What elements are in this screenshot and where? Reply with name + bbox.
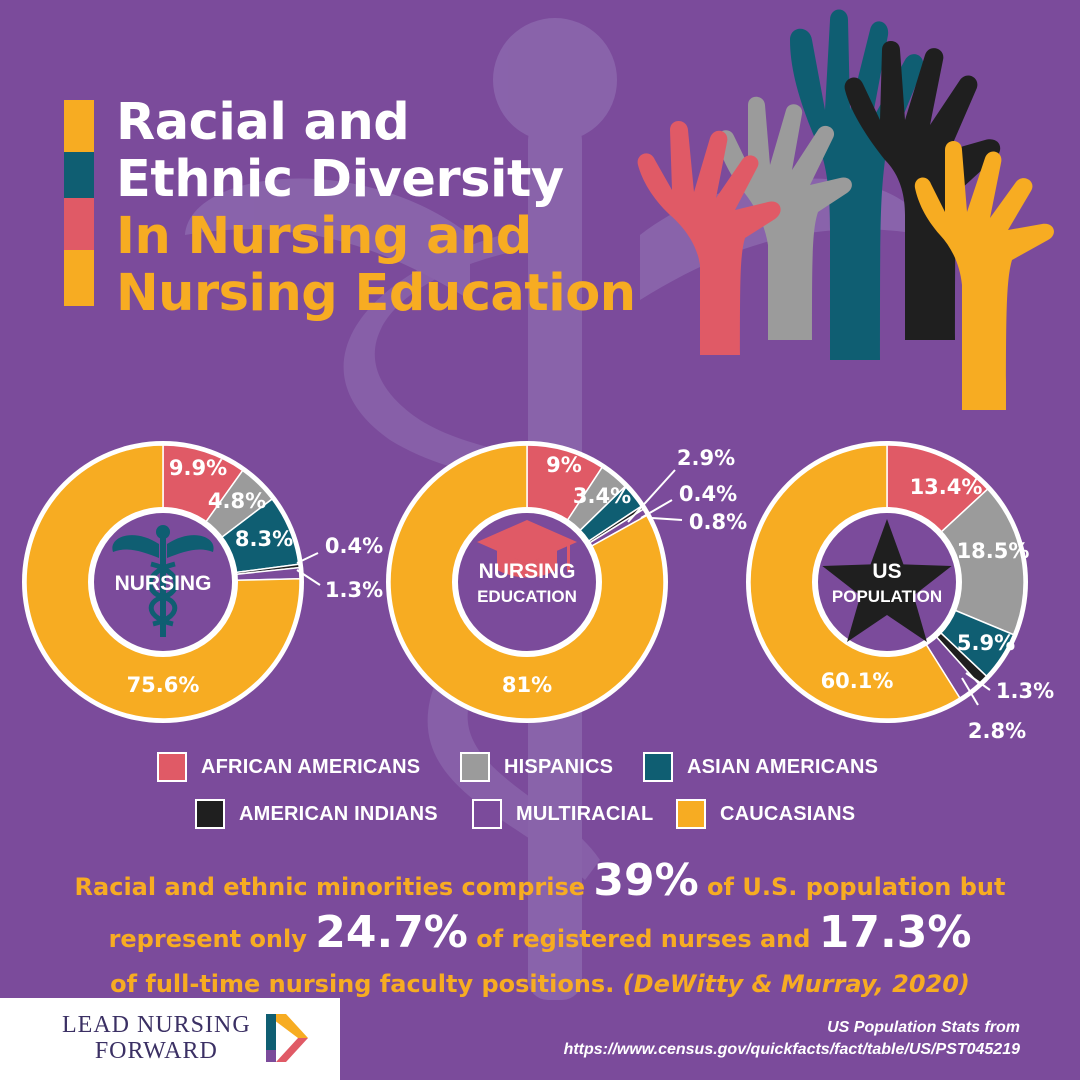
leader-line-asian-americans: [627, 469, 676, 523]
statement-citation: (DeWitty & Murray, 2020): [622, 970, 970, 998]
value-label-african-americans: 9.9%: [169, 456, 227, 480]
legend-swatch: [643, 752, 673, 782]
center-label-line-1: NURSING: [479, 560, 576, 583]
statement-text-2: of U.S. population but: [698, 873, 1006, 901]
title-bar-red: [64, 198, 94, 250]
leader-line-american-indians: [296, 552, 319, 564]
value-label-caucasians: 60.1%: [821, 669, 894, 693]
source-note: US Population Stats from https://www.cen…: [564, 1017, 1020, 1061]
title-bar-yellow-bottom: [64, 250, 94, 306]
title-bar-yellow-top: [64, 100, 94, 152]
center-label-line-2: POPULATION: [832, 587, 942, 606]
value-label-multiracial: 2.8%: [968, 719, 1026, 743]
value-label-asian-americans: 8.3%: [235, 527, 293, 551]
value-label-asian-americans: 5.9%: [957, 631, 1015, 655]
title-line-2: Ethnic Diversity: [116, 150, 564, 209]
statement-stat-17-3: 17.3%: [818, 907, 972, 958]
legend-swatch: [472, 799, 502, 829]
legend-label: MULTIRACIAL: [516, 802, 654, 825]
legend-label: AFRICAN AMERICANS: [201, 755, 421, 778]
caduceus-icon: [112, 525, 214, 637]
summary-statement: Racial and ethnic minorities comprise 39…: [30, 858, 1050, 1007]
legend-swatch: [460, 752, 490, 782]
value-label-american-indians: 0.4%: [325, 534, 383, 558]
legend-item-caucasians: CAUCASIANS: [676, 797, 855, 831]
legend-item-multiracial: MULTIRACIAL: [472, 797, 653, 831]
star-icon: [822, 519, 952, 643]
legend-item-american-indians: AMERICAN INDIANS: [195, 797, 438, 831]
value-label-american-indians: 1.3%: [996, 679, 1054, 703]
logo-panel: [0, 998, 340, 1080]
page-title: Racial and Ethnic Diversity In Nursing a…: [116, 94, 636, 322]
source-line-1: US Population Stats from: [827, 1019, 1020, 1036]
leader-line-multiracial: [961, 677, 979, 706]
leader-line-multiracial: [651, 517, 683, 521]
leader-line-american-indians: [640, 499, 673, 519]
value-label-multiracial: 0.8%: [689, 510, 747, 534]
hand-yellow: [914, 141, 1054, 410]
legend-label: AMERICAN INDIANS: [239, 802, 438, 825]
statement-stat-24-7: 24.7%: [315, 907, 468, 958]
statement-text-3: represent only: [108, 925, 316, 953]
source-line-2: https://www.census.gov/quickfacts/fact/t…: [563, 1041, 1020, 1058]
value-label-asian-americans: 2.9%: [677, 446, 735, 470]
logo-line-1: LEAD NURSING: [62, 1012, 251, 1038]
legend-swatch: [676, 799, 706, 829]
lead-nursing-forward-logo-icon: [266, 1014, 308, 1062]
title-line-1: Racial and: [116, 93, 410, 152]
legend-label: HISPANICS: [504, 755, 614, 778]
legend-label: CAUCASIANS: [720, 802, 856, 825]
value-label-caucasians: 81%: [502, 673, 552, 697]
value-label-african-americans: 13.4%: [910, 475, 983, 499]
legend-item-hispanics: HISPANICS: [460, 750, 613, 784]
donut-chart-2: NURSING EDUCATION 9% 3.4% 2.9% 0.4% 0.8% 81%: [386, 441, 747, 723]
raised-hands-illustration: [637, 9, 1054, 410]
graduation-cap-icon: [477, 520, 577, 578]
value-label-hispanics: 18.5%: [957, 539, 1030, 563]
legend-swatch: [157, 752, 187, 782]
legend-item-african-americans: AFRICAN AMERICANS: [157, 750, 420, 784]
value-label-american-indians: 0.4%: [679, 482, 737, 506]
value-label-multiracial: 1.3%: [325, 578, 383, 602]
value-label-hispanics: 3.4%: [573, 484, 631, 508]
legend-swatch: [195, 799, 225, 829]
title-line-4: Nursing Education: [116, 264, 636, 323]
statement-stat-39: 39%: [593, 855, 699, 906]
center-label-line-1: US: [872, 560, 901, 583]
hand-red: [637, 121, 781, 355]
statement-text-5: of full-time nursing faculty positions.: [110, 970, 623, 998]
logo-wordmark: LEAD NURSING FORWARD: [62, 1012, 251, 1064]
donut-chart-1: NURSING 9.9% 4.8% 8.3% 0.4% 1.3% 75.6%: [22, 441, 383, 723]
donut-chart-3: US POPULATION 13.4% 18.5% 5.9% 1.3% 2.8% 60.1%: [746, 441, 1054, 743]
statement-text-1: Racial and ethnic minorities comprise: [74, 873, 594, 901]
title-bar-teal: [64, 152, 94, 198]
center-label-line-1: NURSING: [115, 572, 212, 595]
logo-line-2: FORWARD: [94, 1038, 218, 1064]
value-label-caucasians: 75.6%: [127, 673, 200, 697]
center-label-line-2: EDUCATION: [477, 587, 577, 606]
title-line-3: In Nursing and: [116, 207, 532, 266]
leader-line-american-indians: [965, 672, 991, 691]
legend-label: ASIAN AMERICANS: [687, 755, 879, 778]
statement-text-4: of registered nurses and: [467, 925, 819, 953]
value-label-hispanics: 4.8%: [208, 489, 266, 513]
legend-item-asian-americans: ASIAN AMERICANS: [643, 750, 878, 784]
leader-line-multiracial: [296, 569, 321, 586]
value-label-african-americans: 9%: [546, 453, 582, 477]
